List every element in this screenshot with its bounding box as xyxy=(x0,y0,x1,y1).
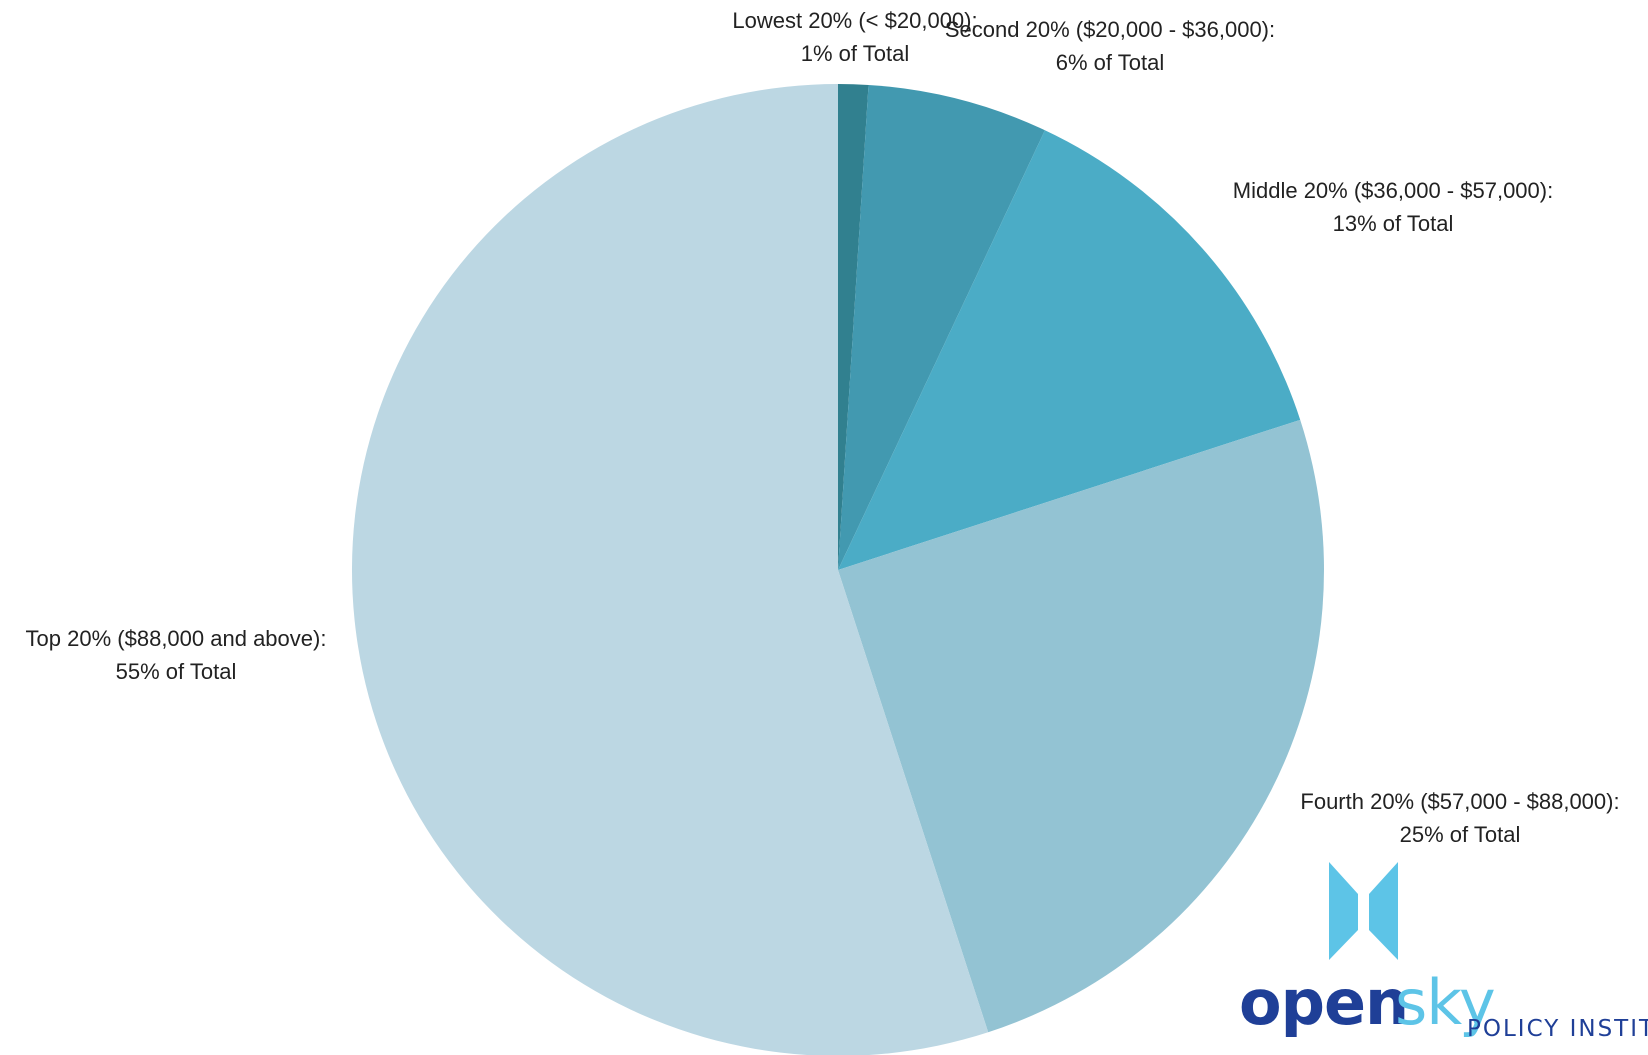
logo-word-sky: sky xyxy=(1395,966,1496,1039)
pie-slice-middle xyxy=(838,130,1301,570)
slice-label-second-value: 6% of Total xyxy=(1055,50,1165,75)
logo-mark-left-icon xyxy=(1329,862,1358,960)
pie-slice-top xyxy=(351,84,989,1055)
slice-label-lowest-name: Lowest 20% (< $20,000): xyxy=(732,8,978,33)
slice-label-top-name: Top 20% ($88,000 and above): xyxy=(25,626,327,651)
open-sky-logo: open sky POLICY INSTITUTE xyxy=(1215,860,1648,1055)
slice-label-top: Top 20% ($88,000 and above): 55% of Tota… xyxy=(26,622,327,688)
slice-label-second: Second 20% ($20,000 - $36,000): 6% of To… xyxy=(945,13,1275,79)
logo-mark-icon xyxy=(1329,862,1398,960)
pie-slice-lowest xyxy=(838,84,869,570)
slice-label-middle-value: 13% of Total xyxy=(1332,211,1454,236)
slice-label-lowest-value: 1% of Total xyxy=(800,41,910,66)
slice-label-lowest: Lowest 20% (< $20,000): 1% of Total xyxy=(732,4,977,70)
slice-label-fourth: Fourth 20% ($57,000 - $88,000): 25% of T… xyxy=(1300,785,1619,851)
logo-mark-right-icon xyxy=(1369,862,1398,960)
slice-label-fourth-value: 25% of Total xyxy=(1399,822,1521,847)
pie-slice-fourth xyxy=(838,419,1324,1033)
logo-subtitle: POLICY INSTITUTE xyxy=(1467,1016,1648,1042)
slice-label-second-name: Second 20% ($20,000 - $36,000): xyxy=(944,17,1276,42)
slice-label-top-value: 55% of Total xyxy=(115,659,237,684)
slice-label-fourth-name: Fourth 20% ($57,000 - $88,000): xyxy=(1300,789,1620,814)
pie-slice-second xyxy=(838,84,1045,571)
slice-label-middle: Middle 20% ($36,000 - $57,000): 13% of T… xyxy=(1233,174,1553,240)
slice-label-middle-name: Middle 20% ($36,000 - $57,000): xyxy=(1232,178,1554,203)
logo-word-open: open xyxy=(1239,966,1409,1039)
